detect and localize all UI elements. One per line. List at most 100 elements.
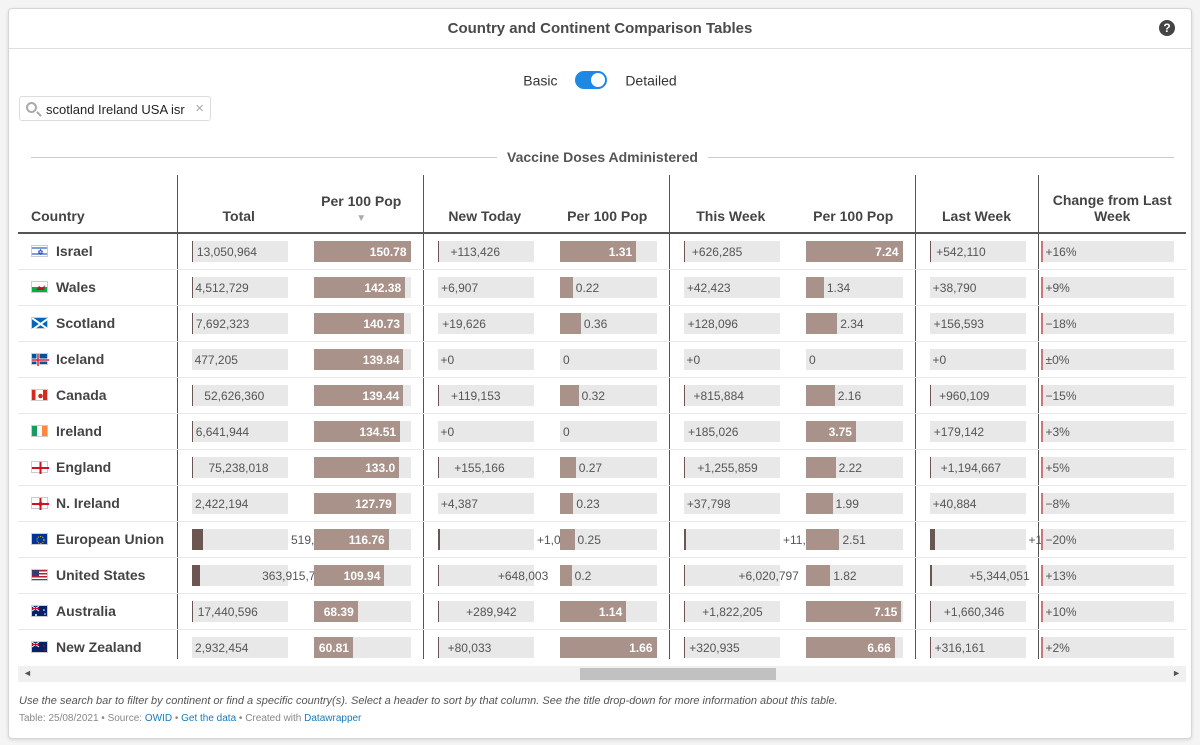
per100-cell-bar: 68.39 (314, 600, 411, 622)
table-row[interactable]: Israel 13,050,964 150.78 +113,426 1.31 +626,2… (18, 233, 1186, 270)
table-row[interactable]: United States 363,915,792 109.94 +648,003 0.… (18, 557, 1186, 594)
this-week-cell-bar: +6,020,797 (683, 564, 799, 586)
col-header-total[interactable]: Total (176, 175, 300, 234)
toggle-detailed-label[interactable]: Detailed (625, 72, 677, 89)
toggle-basic-label[interactable]: Basic (523, 72, 558, 89)
bar-fill (560, 564, 572, 586)
clear-icon[interactable]: × (195, 100, 204, 117)
today-per100-cell: 0.2 (546, 557, 669, 594)
change-cell: −8% (1037, 485, 1186, 522)
cell-value: +119,153 (451, 388, 501, 403)
last-week-cell-bar: +40,884 (929, 492, 1026, 514)
per100-cell: 109.94 (300, 557, 423, 594)
table-row[interactable]: Canada 52,626,360 139.44 +119,153 0.32 +815,8… (18, 377, 1186, 414)
new-today-cell: +113,426 (422, 233, 546, 270)
bar-fill (191, 384, 193, 406)
new-today-cell-bar: +6,907 (437, 276, 534, 298)
table-row[interactable]: N. Ireland 2,422,194 127.79 +4,387 0.23 +37,7… (18, 485, 1186, 522)
last-week-cell: +156,593 (914, 305, 1038, 342)
scroll-left-icon[interactable]: ◄ (23, 668, 32, 678)
table-row[interactable]: Wales 4,512,729 142.38 +6,907 0.22 +42,423 1.3… (18, 269, 1186, 306)
basic-detailed-switch[interactable] (575, 71, 608, 90)
horizontal-scrollbar[interactable]: ◄ ► (18, 666, 1186, 682)
col-header-change[interactable]: Change from Last Week (1037, 175, 1186, 234)
total-cell: 477,205 (176, 341, 300, 378)
bar-fill (560, 528, 575, 550)
footer-sep: • (172, 713, 182, 724)
cell-value: 2.51 (842, 532, 866, 547)
cell-value: 1.34 (826, 280, 851, 295)
cell-value: 0.23 (576, 496, 600, 511)
last-week-cell-bar: +1,660,346 (929, 600, 1026, 622)
week-per100-cell: 7.15 (792, 593, 915, 630)
col-header-country[interactable]: Country (18, 175, 177, 234)
today-per100-cell: 0.27 (546, 449, 669, 486)
total-cell-bar: 363,915,792 (191, 564, 329, 586)
table-row[interactable]: Scotland 7,692,323 140.73 +19,626 0.36 +128,0… (18, 305, 1186, 342)
bar-fill (806, 528, 840, 550)
header-row: Country Total Per 100 Pop ▼ New Today Per… (18, 175, 1186, 234)
bar-fill (314, 420, 401, 442)
week-per100-cell: 1.34 (792, 269, 915, 306)
change-bar: −20% (1040, 528, 1174, 550)
col-header-last-week[interactable]: Last Week (914, 175, 1038, 234)
last-week-cell: +38,790 (914, 269, 1038, 306)
change-value: −15% (1045, 388, 1077, 403)
table-row[interactable]: England 75,238,018 133.0 +155,166 0.27 +1,255… (18, 449, 1186, 486)
col-header-today-per100[interactable]: Per 100 Pop (546, 175, 669, 234)
last-week-cell-bar: +0 (929, 348, 1026, 370)
cell-value: 0.25 (577, 532, 601, 547)
table-row[interactable]: New Zealand 2,932,454 60.81 +80,033 1.66 +320… (18, 629, 1186, 659)
col-header-this-week[interactable]: This Week (668, 175, 792, 234)
col-header-week-per100[interactable]: Per 100 Pop (792, 175, 915, 234)
change-cell: −15% (1037, 377, 1186, 414)
bar-fill (806, 564, 831, 586)
col-header-per100[interactable]: Per 100 Pop ▼ (300, 175, 423, 234)
table-row[interactable]: Iceland 477,205 139.84 +0 0 +0 0 +0 ±0% (18, 341, 1186, 378)
bar-fill (806, 384, 835, 406)
search-input[interactable] (46, 100, 186, 118)
table-row[interactable]: Australia 17,440,596 68.39 +289,942 1.14 +1,8… (18, 593, 1186, 630)
table-row[interactable]: Ireland 6,641,944 134.51 +0 0 +185,026 3.75 +17… (18, 413, 1186, 450)
datawrapper-link[interactable]: Datawrapper (304, 713, 362, 724)
country-name: Australia (56, 603, 116, 619)
cell-value: 0.27 (578, 460, 603, 475)
today-per100-cell-bar: 0.2 (560, 564, 657, 586)
cell-value: 17,440,596 (197, 604, 258, 619)
flag-new-zealand-icon (31, 641, 48, 653)
scroll-thumb[interactable] (580, 668, 776, 680)
col-header-new-today[interactable]: New Today (422, 175, 546, 234)
per100-cell-bar: 116.76 (314, 528, 411, 550)
cell-value: +38,790 (932, 280, 977, 295)
country-name: Ireland (56, 423, 102, 439)
table-row[interactable]: European Union 519,477,143116.76 +1,090,15… (18, 521, 1186, 558)
table-scroll-area[interactable]: Country Total Per 100 Pop ▼ New Today Per… (18, 175, 1186, 659)
cell-value: +0 (932, 352, 947, 367)
total-cell: 2,422,194 (176, 485, 300, 522)
page-title[interactable]: Country and Continent Comparison Tables (447, 20, 753, 37)
today-per100-cell-bar: 0.25 (560, 528, 657, 550)
bar-fill (314, 492, 396, 514)
bar-fill (806, 420, 856, 442)
per100-cell-bar: 133.0 (314, 456, 411, 478)
cell-value: +1,660,346 (943, 604, 1005, 619)
change-cell: −18% (1037, 305, 1186, 342)
week-per100-cell-bar: 2.34 (806, 312, 903, 334)
total-cell-bar: 17,440,596 (191, 600, 288, 622)
get-data-link[interactable]: Get the data (181, 713, 237, 724)
cell-value: +185,026 (688, 424, 739, 439)
help-icon[interactable]: ? (1159, 20, 1175, 36)
flag-canada-icon (31, 389, 48, 401)
last-week-cell: +13,968,534 (914, 521, 1096, 558)
cell-value: 363,915,792 (262, 568, 329, 583)
bar-fill (437, 600, 439, 622)
scroll-right-icon[interactable]: ► (1172, 668, 1181, 678)
bar-fill (314, 600, 358, 622)
today-per100-cell-bar: 0.27 (560, 456, 657, 478)
new-today-cell-bar: +113,426 (437, 240, 534, 262)
new-today-cell: +289,942 (422, 593, 546, 630)
source-link[interactable]: OWID (144, 713, 173, 724)
last-week-cell: +0 (914, 341, 1038, 378)
country-cell: New Zealand (18, 629, 177, 659)
cell-value: 13,050,964 (196, 244, 257, 259)
